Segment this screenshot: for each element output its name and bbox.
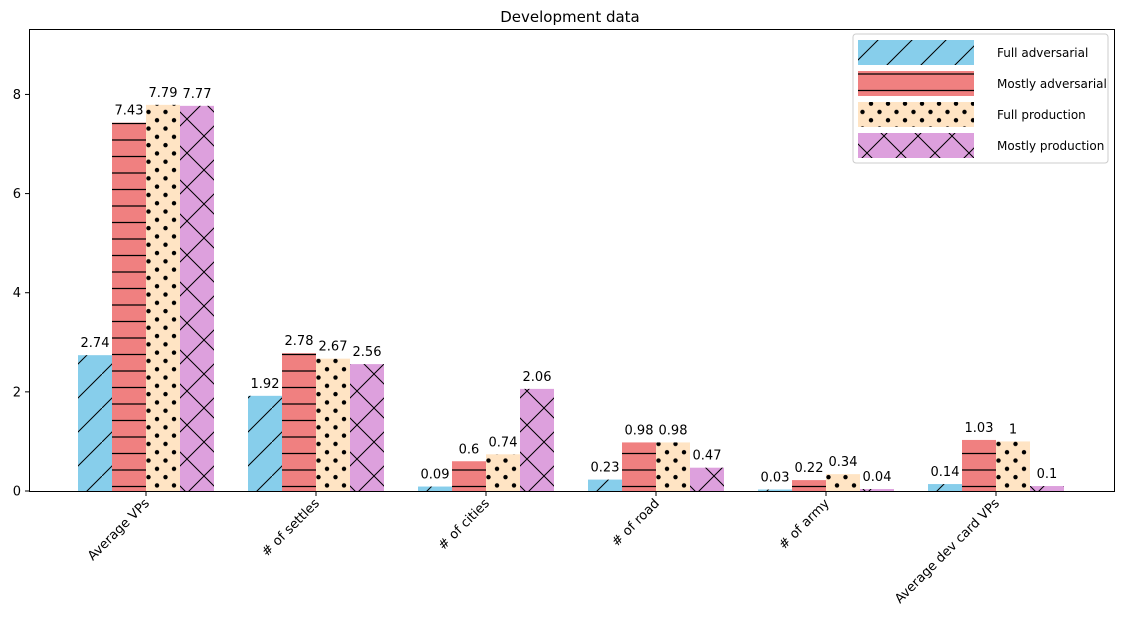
bar-hatch-1-0 [112, 122, 146, 491]
y-axis: 0 2 4 6 8 [13, 88, 30, 500]
bar-hatch-3-5 [1030, 486, 1064, 491]
x-tick-label-5: Average dev card VPs [892, 496, 1003, 607]
y-tick-label-0: 0 [13, 485, 21, 500]
bar-hatch-2-0 [146, 104, 180, 492]
y-tick-label-1: 2 [13, 385, 21, 400]
legend-label-3: Mostly production [997, 139, 1104, 153]
x-tick-label-3: # of road [609, 496, 663, 550]
bar-hatch-3-4 [860, 489, 894, 491]
legend: Full adversarial Mostly adversarial Full p… [852, 33, 1109, 164]
y-tick-label-4: 8 [13, 88, 21, 103]
data-label-3-5: 0.1 [1037, 467, 1058, 482]
data-label-2-0: 7.79 [149, 86, 178, 101]
legend-label-1: Mostly adversarial [997, 77, 1107, 91]
data-label-2-3: 0.98 [659, 423, 688, 438]
bar-hatch-0-5 [928, 484, 962, 491]
bars-layer [78, 104, 1064, 492]
data-label-1-2: 0.6 [459, 442, 480, 457]
legend-label-2: Full production [997, 108, 1086, 122]
data-label-2-1: 2.67 [319, 340, 348, 355]
plot-area-frame [29, 29, 1115, 492]
legend-swatch-hatch-3 [858, 133, 974, 158]
data-label-3-1: 2.56 [353, 345, 382, 360]
bar-hatch-1-4 [792, 480, 826, 491]
data-label-3-2: 2.06 [523, 370, 552, 385]
bar-hatch-1-5 [962, 439, 996, 491]
chart-title: Development data [500, 8, 640, 26]
legend-swatch-hatch-2 [858, 102, 974, 127]
data-label-2-4: 0.34 [829, 455, 858, 470]
data-label-0-2: 0.09 [421, 468, 450, 483]
bar-hatch-2-3 [656, 442, 690, 491]
data-labels-layer: 2.74 1.92 0.09 0.23 0.03 0.14 7.43 2.78 0.6 0.98 0… [81, 86, 1058, 486]
data-label-3-0: 7.77 [183, 87, 212, 102]
x-tick-label-0: Average VPs [85, 496, 153, 564]
data-label-0-1: 1.92 [251, 377, 280, 392]
bar-hatch-0-2 [418, 486, 452, 491]
data-label-0-3: 0.23 [591, 461, 620, 476]
data-label-0-4: 0.03 [761, 471, 790, 486]
data-label-1-4: 0.22 [795, 461, 824, 476]
data-label-2-2: 0.74 [489, 435, 518, 450]
data-label-2-5: 1 [1009, 422, 1017, 437]
x-tick-label-2: # of cities [436, 496, 493, 553]
bar-hatch-2-2 [486, 454, 520, 491]
bar-hatch-2-5 [996, 441, 1030, 491]
legend-label-0: Full adversarial [997, 46, 1088, 60]
bar-hatch-0-4 [758, 489, 792, 491]
data-label-1-1: 2.78 [285, 334, 314, 349]
data-label-3-3: 0.47 [693, 449, 722, 464]
data-label-1-5: 1.03 [965, 421, 994, 436]
bar-hatch-0-3 [588, 479, 622, 491]
x-tick-label-1: # of settles [259, 496, 323, 560]
y-tick-label-2: 4 [13, 286, 21, 301]
bar-hatch-3-3 [690, 467, 724, 491]
legend-swatch-hatch-1 [858, 71, 974, 96]
data-label-0-0: 2.74 [81, 336, 110, 351]
x-tick-label-4: # of army [776, 496, 833, 553]
legend-swatch-hatch-0 [858, 40, 974, 65]
data-label-1-0: 7.43 [115, 104, 144, 119]
bar-hatch-1-2 [452, 461, 486, 491]
bar-hatch-3-2 [520, 388, 554, 491]
bar-hatch-1-1 [282, 353, 316, 491]
x-axis: Average VPs # of settles # of cities # of r… [85, 491, 1003, 607]
bar-hatch-3-1 [350, 364, 384, 491]
bar-hatch-0-0 [78, 355, 112, 491]
bar-hatch-2-4 [826, 474, 860, 491]
data-label-0-5: 0.14 [931, 465, 960, 480]
bar-hatch-3-0 [180, 105, 214, 492]
bar-hatch-1-3 [622, 442, 656, 491]
data-label-1-3: 0.98 [625, 423, 654, 438]
legend-frame [852, 33, 1109, 164]
bar-hatch-0-1 [248, 395, 282, 491]
bar-hatch-2-1 [316, 358, 350, 491]
data-label-3-4: 0.04 [863, 470, 892, 485]
y-tick-label-3: 6 [13, 187, 21, 202]
